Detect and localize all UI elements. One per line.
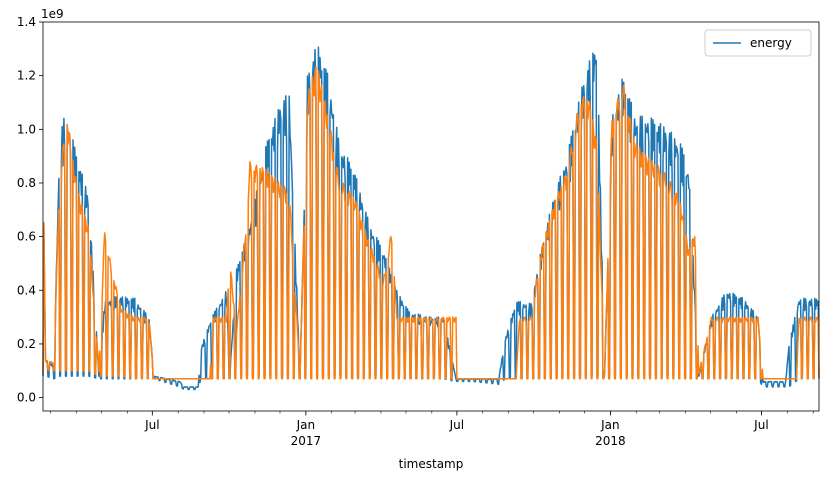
plot-lines <box>42 46 820 391</box>
y-tick-label: 0.4 <box>17 283 36 297</box>
y-tick-label: 1.0 <box>17 122 36 136</box>
x-tick-label: Jan <box>600 418 620 432</box>
series-line-energy <box>42 46 820 391</box>
y-axis: 0.0 0.2 0.4 0.6 0.8 1.0 1.2 1.4 <box>17 15 43 405</box>
legend-label: energy <box>750 36 792 50</box>
y-tick-label: 0.0 <box>17 391 36 405</box>
x-axis: Jul Jan 2017 Jul Jan 2018 Jul <box>50 411 814 448</box>
y-tick-label: 0.2 <box>17 337 36 351</box>
legend-box <box>704 29 812 57</box>
y-tick-label: 1.4 <box>17 15 36 29</box>
y-tick-label: 0.8 <box>17 176 36 190</box>
x-tick-sublabel: 2018 <box>595 434 626 448</box>
plot-frame <box>42 21 820 412</box>
legend: energy <box>704 29 812 57</box>
x-tick-label: Jul <box>144 418 159 432</box>
y-offset-label: 1e9 <box>41 7 64 21</box>
x-tick-sublabel: 2017 <box>291 434 322 448</box>
x-tick-label: Jan <box>296 418 316 432</box>
x-axis-label: timestamp <box>399 457 464 471</box>
y-tick-label: 0.6 <box>17 230 36 244</box>
x-tick-label: Jul <box>449 418 464 432</box>
y-tick-label: 1.2 <box>17 69 36 83</box>
series-line-series-2 <box>42 65 820 380</box>
x-tick-label: Jul <box>753 418 768 432</box>
